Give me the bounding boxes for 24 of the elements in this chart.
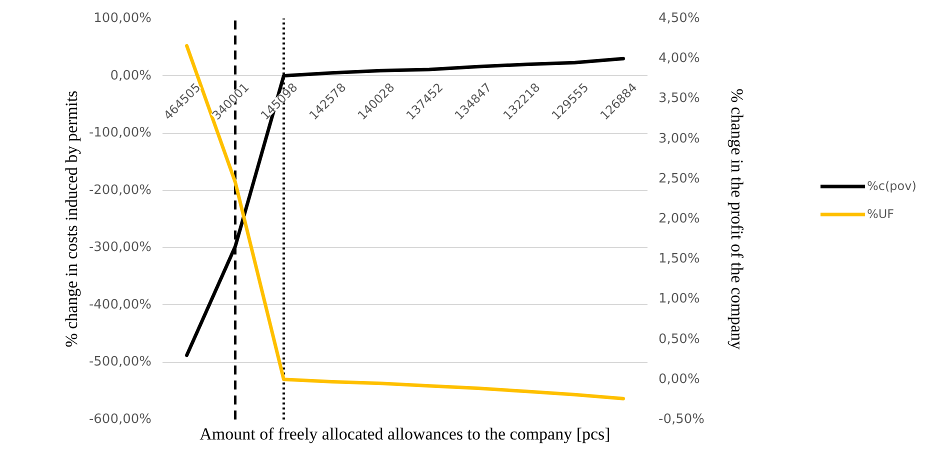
y-tick-label: 100,00% — [94, 11, 152, 26]
y-tick-label: -100,00% — [88, 126, 152, 141]
y2-tick-label: 3,50% — [658, 91, 700, 106]
y-tick-label: -600,00% — [88, 412, 152, 427]
legend-label: %UF — [867, 207, 894, 221]
y-tick-label: -300,00% — [88, 240, 152, 256]
y-axis-title: % change in costs induced by permits — [62, 90, 81, 348]
y-tick-label: 0,00% — [110, 68, 152, 84]
y2-tick-label: 2,50% — [658, 171, 700, 186]
y-tick-label: -200,00% — [88, 182, 152, 198]
y2-tick-label: 4,00% — [658, 51, 700, 66]
y-tick-label: -500,00% — [88, 354, 152, 370]
y2-tick-label: 1,50% — [658, 252, 700, 267]
y2-tick-label: 2,00% — [658, 212, 700, 226]
y-tick-label: -400,00% — [88, 297, 152, 312]
y2-tick-label: 4,50% — [658, 11, 700, 26]
x-axis-title: Amount of freely allocated allowances to the company [pcs] — [200, 424, 610, 444]
y2-tick-label: 1,00% — [658, 292, 700, 307]
legend-label: %c(pov) — [867, 179, 916, 193]
y2-axis-title: % change in the profit of the company — [727, 88, 746, 350]
y2-tick-label: 0,00% — [658, 372, 700, 387]
y2-tick-label: -0,50% — [658, 412, 704, 427]
y2-tick-label: 0,50% — [658, 332, 700, 347]
y2-tick-label: 3,00% — [658, 131, 700, 146]
